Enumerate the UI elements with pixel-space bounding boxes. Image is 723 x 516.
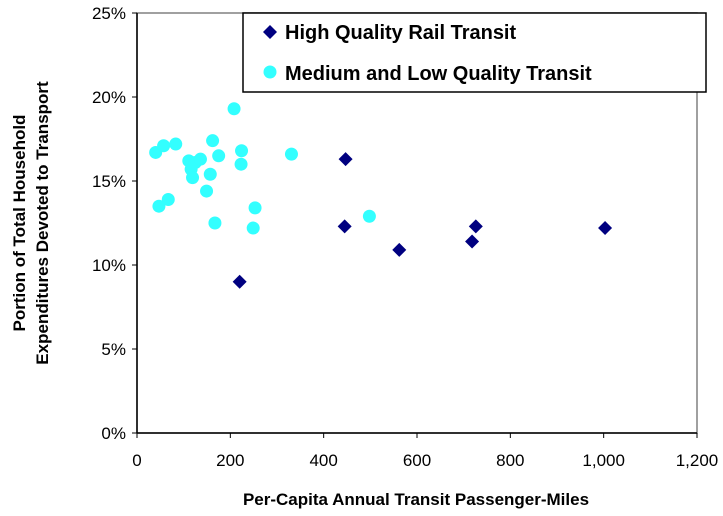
data-points	[149, 102, 613, 289]
legend-diamond-icon	[263, 25, 277, 39]
circle-point	[157, 139, 171, 153]
diamond-point	[465, 234, 480, 249]
legend-label-high-quality: High Quality Rail Transit	[285, 22, 516, 44]
legend-box	[242, 12, 707, 93]
circle-point	[169, 137, 183, 151]
x-tick-label: 1,200	[676, 451, 719, 470]
y-axis-title-line-2: Expenditures Devoted to Transport	[33, 81, 52, 365]
x-tick-label: 800	[496, 451, 524, 470]
circle-point	[208, 216, 222, 230]
series-1	[232, 152, 613, 289]
legend: High Quality Rail Transit Medium and Low…	[242, 12, 707, 93]
x-axis-title: Per-Capita Annual Transit Passenger-Mile…	[243, 490, 589, 509]
x-tick-label: 0	[132, 451, 141, 470]
x-tick-label: 400	[309, 451, 337, 470]
x-tick-label: 200	[216, 451, 244, 470]
circle-point	[203, 167, 217, 181]
circle-point	[248, 201, 262, 215]
series-2	[149, 102, 376, 235]
legend-circle-icon	[263, 65, 277, 79]
y-tick-label: 10%	[92, 256, 126, 275]
y-tick-label: 0%	[101, 424, 126, 443]
circle-point	[161, 192, 175, 206]
y-axis: 0% 5% 10% 15% 20% 25%	[92, 4, 138, 443]
legend-label-medium-low-quality: Medium and Low Quality Transit	[285, 63, 592, 85]
y-tick-label: 15%	[92, 172, 126, 191]
circle-point	[212, 149, 226, 163]
diamond-point	[468, 219, 483, 234]
circle-point	[246, 221, 260, 235]
circle-point	[234, 157, 248, 171]
x-tick-label: 1,000	[582, 451, 625, 470]
x-tick-label: 600	[403, 451, 431, 470]
diamond-point	[337, 219, 352, 234]
y-axis-title-line-1: Portion of Total Household	[10, 115, 29, 332]
circle-point	[284, 147, 298, 161]
y-tick-label: 20%	[92, 88, 126, 107]
circle-point	[227, 102, 241, 116]
x-axis: 0 200 400 600 800 1,000 1,200	[132, 432, 719, 470]
y-axis-title: Portion of Total Household Expenditures …	[10, 81, 52, 365]
circle-point	[193, 152, 207, 166]
circle-point	[362, 209, 376, 223]
circle-point	[152, 199, 166, 213]
circle-point	[206, 134, 220, 148]
diamond-point	[232, 274, 247, 289]
y-tick-label: 25%	[92, 4, 126, 23]
circle-point	[186, 171, 200, 185]
circle-point	[235, 144, 249, 158]
diamond-point	[392, 242, 407, 257]
circle-point	[200, 184, 214, 198]
diamond-point	[338, 152, 353, 167]
y-tick-label: 5%	[101, 340, 126, 359]
diamond-point	[598, 221, 613, 236]
